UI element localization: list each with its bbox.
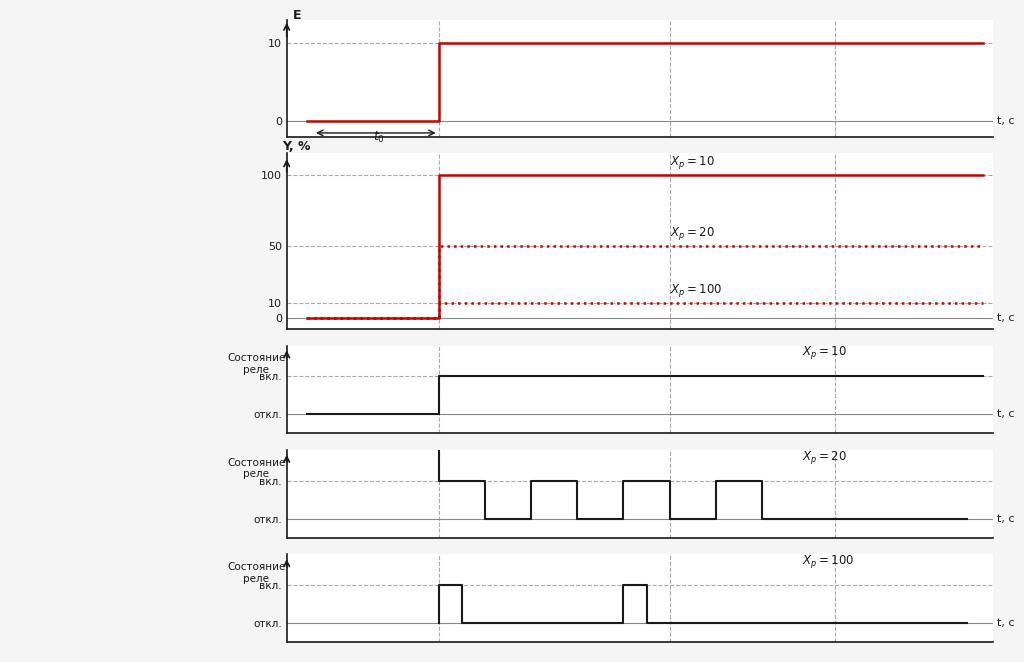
Text: t, c: t, c xyxy=(996,618,1014,628)
Text: $X_p = 100$: $X_p = 100$ xyxy=(802,553,854,570)
Text: t, c: t, c xyxy=(996,117,1014,126)
Text: $X_p = 10$: $X_p = 10$ xyxy=(670,154,715,171)
Text: $X_p = 20$: $X_p = 20$ xyxy=(670,225,715,242)
Text: t, c: t, c xyxy=(996,514,1014,524)
Text: $t_0$: $t_0$ xyxy=(373,130,385,145)
Text: Y, %: Y, % xyxy=(283,140,311,153)
Text: $X_p = 10$: $X_p = 10$ xyxy=(802,344,847,361)
Text: Состояние
реле: Состояние реле xyxy=(227,354,286,375)
Text: $X_p = 20$: $X_p = 20$ xyxy=(802,449,847,465)
Text: Состояние
реле: Состояние реле xyxy=(227,457,286,479)
Text: Состояние
реле: Состояние реле xyxy=(227,562,286,584)
Text: t, c: t, c xyxy=(996,312,1014,322)
Text: t, c: t, c xyxy=(996,409,1014,419)
Text: E: E xyxy=(293,9,301,23)
Text: $X_p = 100$: $X_p = 100$ xyxy=(670,283,722,299)
